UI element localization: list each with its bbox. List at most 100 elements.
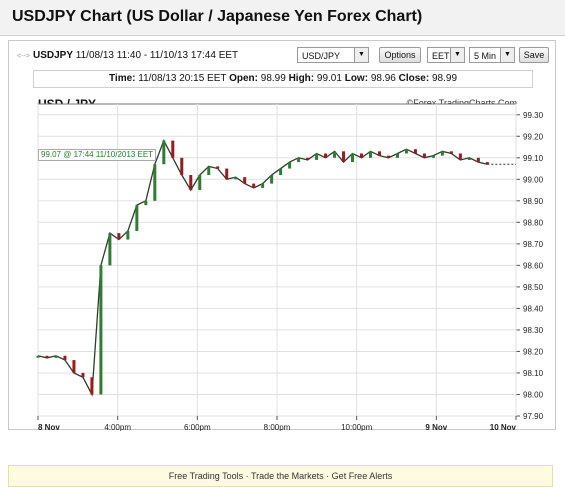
candle xyxy=(225,168,229,180)
candle xyxy=(216,166,220,169)
candle xyxy=(36,355,40,358)
title-bar: USDJPY Chart (US Dollar / Japanese Yen F… xyxy=(0,0,565,36)
candle xyxy=(63,355,67,361)
candle xyxy=(189,175,193,191)
y-tick-label: 99.00 xyxy=(523,175,544,184)
candle xyxy=(333,151,337,158)
x-tick-label: 4:00pm xyxy=(104,423,131,431)
candle xyxy=(351,153,355,163)
open-value: 98.99 xyxy=(260,73,286,84)
x-tick-label: 10:00pm xyxy=(341,423,372,431)
footer-note: Free Trading Tools · Trade the Markets ·… xyxy=(8,465,553,487)
x-tick-label: 8 Nov xyxy=(38,423,60,431)
candle xyxy=(117,233,121,240)
time-value: 11/08/13 20:15 EET xyxy=(138,73,227,84)
time-label: Time: xyxy=(108,73,136,84)
interval-select-value: 5 Min xyxy=(474,51,497,61)
y-tick-label: 97.90 xyxy=(523,412,544,421)
candle xyxy=(72,360,76,373)
y-tick-label: 98.70 xyxy=(523,240,544,249)
candle xyxy=(180,157,184,176)
low-value: 98.96 xyxy=(370,73,396,84)
chevron-down-icon: ▼ xyxy=(354,48,368,62)
y-tick-label: 98.60 xyxy=(523,261,544,270)
candle xyxy=(360,153,364,158)
range-label: 11/08/13 11:40 - 11/10/13 17:44 EET xyxy=(75,50,239,61)
candle xyxy=(243,177,247,184)
options-button[interactable]: Options xyxy=(379,47,421,63)
timezone-select-value: EET xyxy=(432,51,450,61)
chevron-down-icon: ▼ xyxy=(500,48,514,62)
y-tick-label: 99.10 xyxy=(523,154,544,163)
candle xyxy=(279,168,283,176)
candle xyxy=(153,164,157,201)
candle xyxy=(342,151,346,163)
y-tick-label: 98.50 xyxy=(523,283,544,292)
candle xyxy=(440,151,444,156)
price-chart[interactable]: 99.30 99.20 99.10 99.00 98.90 98.80 98.70 98.60… xyxy=(9,41,557,431)
x-tick-label: 8:00pm xyxy=(264,423,291,431)
candle xyxy=(404,149,408,154)
chart-source-link[interactable]: ©Forex.TradingCharts.Com xyxy=(406,98,517,108)
candle xyxy=(270,175,274,184)
candle xyxy=(324,153,328,158)
chevron-down-icon: ▼ xyxy=(450,48,464,62)
candle xyxy=(261,183,265,188)
candle xyxy=(54,355,58,358)
close-label: Close: xyxy=(398,73,430,84)
candle xyxy=(476,157,480,163)
pan-arrows-icon[interactable]: <--> xyxy=(17,53,30,60)
candle xyxy=(81,372,85,378)
chart-toolbar: <--> USDJPY 11/08/13 11:40 - 11/10/13 17… xyxy=(9,45,555,67)
save-button[interactable]: Save xyxy=(519,47,549,63)
ohlc-info-bar: Time: 11/08/13 20:15 EET Open: 98.99 Hig… xyxy=(33,70,533,88)
x-tick-label: 6:00pm xyxy=(184,423,211,431)
candle xyxy=(458,153,462,160)
candle xyxy=(234,177,238,180)
candle xyxy=(252,183,256,188)
symbol-select-value: USD/JPY xyxy=(302,51,341,61)
x-tick-label: 9 Nov xyxy=(425,423,447,431)
last-quote-badge: 99.07 @ 17:44 11/10/2013 EET xyxy=(38,149,157,161)
candle xyxy=(90,377,94,395)
high-value: 99.01 xyxy=(316,73,342,84)
candle xyxy=(297,157,301,163)
candle xyxy=(108,233,112,266)
symbol-label: USDJPY xyxy=(33,50,74,61)
candle xyxy=(386,155,390,158)
open-label: Open: xyxy=(229,73,258,84)
candle xyxy=(413,149,417,154)
candle xyxy=(171,140,175,158)
chart-panel: <--> USDJPY 11/08/13 11:40 - 11/10/13 17… xyxy=(8,40,557,431)
candle xyxy=(315,153,319,160)
y-tick-label: 99.20 xyxy=(523,132,544,141)
y-tick-label: 98.40 xyxy=(523,304,544,313)
candle xyxy=(449,151,453,154)
y-tick-label: 98.00 xyxy=(523,390,544,399)
candle xyxy=(45,355,49,358)
interval-select[interactable]: 5 Min ▼ xyxy=(469,47,515,63)
candle xyxy=(377,151,381,156)
symbol-select[interactable]: USD/JPY ▼ xyxy=(297,47,369,63)
candle xyxy=(207,166,211,176)
timezone-select[interactable]: EET ▼ xyxy=(427,47,465,63)
page-title: USDJPY Chart (US Dollar / Japanese Yen F… xyxy=(12,8,423,25)
y-tick-label: 98.90 xyxy=(523,197,544,206)
candle xyxy=(485,162,489,165)
candle xyxy=(135,205,139,231)
low-label: Low: xyxy=(344,73,369,84)
candle xyxy=(306,157,310,160)
candle xyxy=(288,162,292,169)
candle xyxy=(162,140,166,165)
y-tick-label: 98.80 xyxy=(523,218,544,227)
x-tick-label: 10 Nov xyxy=(490,423,517,431)
candle xyxy=(126,230,130,240)
y-tick-label: 98.20 xyxy=(523,347,544,356)
y-tick-label: 98.10 xyxy=(523,369,544,378)
candle xyxy=(467,157,471,160)
date-range: USDJPY 11/08/13 11:40 - 11/10/13 17:44 E… xyxy=(33,50,238,61)
candle xyxy=(395,153,399,158)
candle xyxy=(431,155,435,158)
candle xyxy=(198,175,202,191)
high-label: High: xyxy=(288,73,315,84)
